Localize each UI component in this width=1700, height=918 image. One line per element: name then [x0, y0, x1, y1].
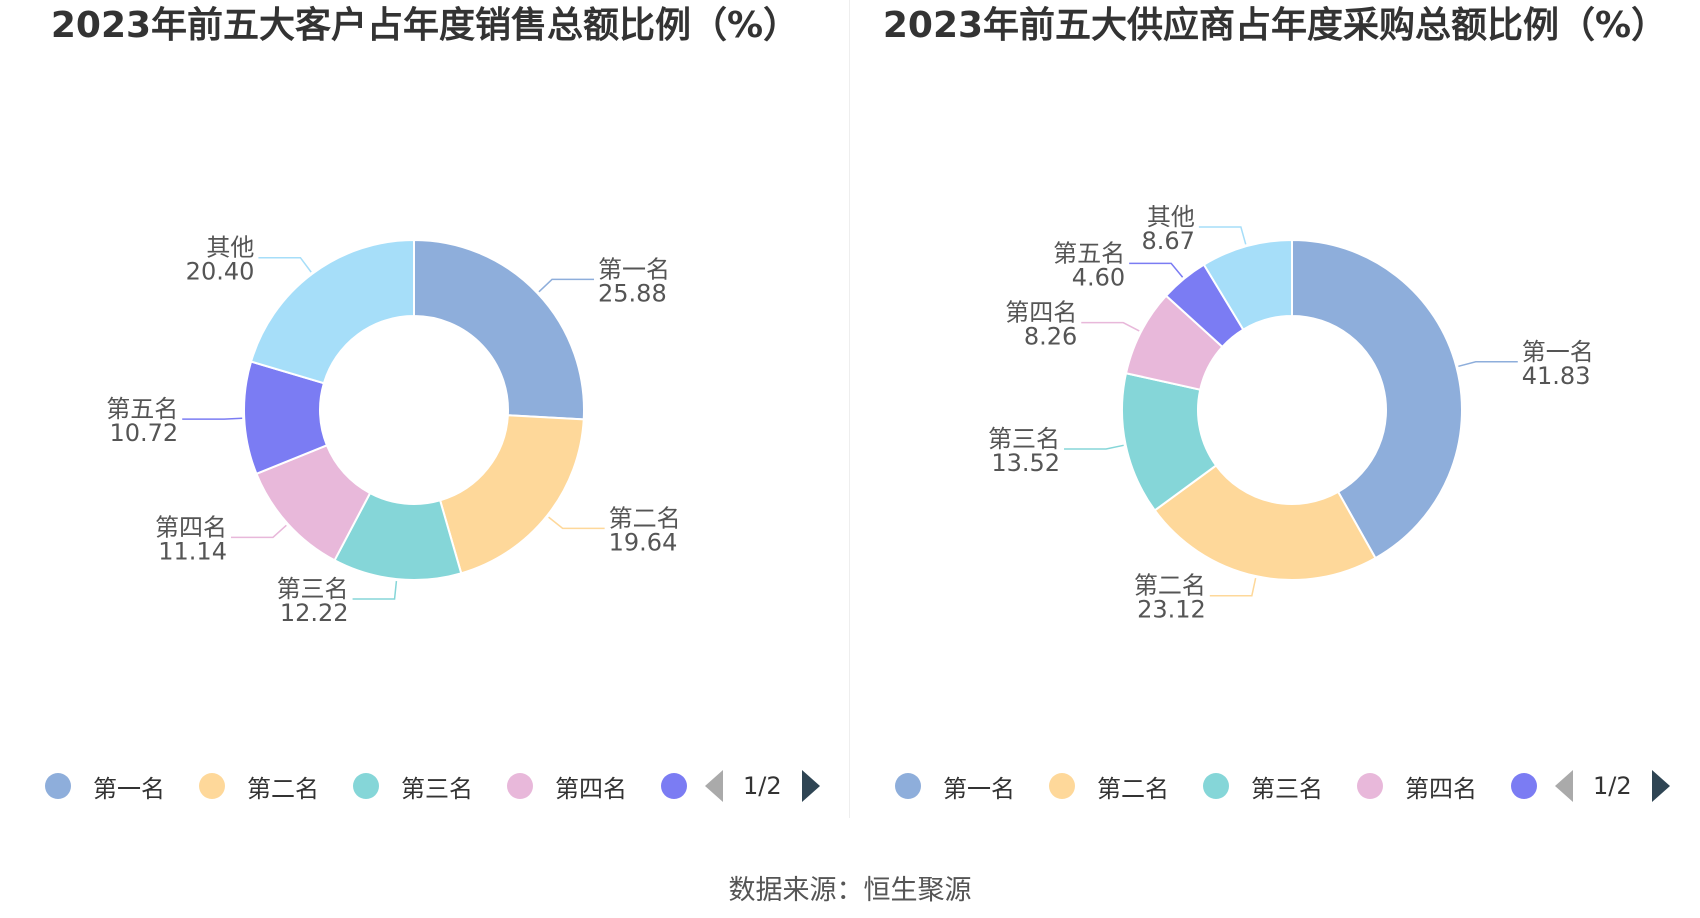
chart-title: 2023年前五大客户占年度销售总额比例（%）: [50, 5, 800, 46]
slice-value-label: 10.72: [109, 419, 178, 447]
legend-marker: [45, 773, 71, 799]
donut-slice[interactable]: [438, 414, 585, 575]
legend-pager: 1/2: [705, 770, 820, 802]
legend-item-2[interactable]: 第二名: [199, 769, 319, 804]
legend-marker: [1049, 773, 1075, 799]
donut-slice[interactable]: [1202, 238, 1293, 331]
label-leader-line: [1458, 361, 1518, 368]
panel-divider: [849, 0, 850, 818]
slice-category-label: 其他: [1147, 203, 1195, 231]
slice-value-label: 11.14: [158, 537, 227, 565]
customers-chart-panel: 2023年前五大客户占年度销售总额比例（%） 第一名 25.88 第二名 19.64 第…: [0, 0, 850, 820]
donut-slice[interactable]: [413, 238, 585, 421]
slice-category-label: 第二名: [1134, 572, 1206, 600]
legend-item-3[interactable]: 第三名: [353, 769, 473, 804]
legend-prev-page-icon[interactable]: [705, 770, 723, 802]
label-leader-line: [258, 256, 312, 273]
legend-label: 第三名: [401, 774, 473, 803]
slice-category-label: 第一名: [598, 255, 670, 283]
slice-value-label: 25.88: [598, 279, 667, 307]
label-leader-line: [538, 278, 595, 293]
legend-prev-page-icon[interactable]: [1555, 770, 1573, 802]
slice-category-label: 第二名: [609, 504, 681, 532]
donut-slice[interactable]: [1153, 464, 1377, 581]
legend-label: 第四名: [1405, 774, 1477, 803]
legend-label: 第一名: [943, 774, 1015, 803]
slice-value-label: 13.52: [991, 449, 1060, 477]
slice-value-label: 12.22: [280, 599, 349, 627]
legend-marker: [1203, 773, 1229, 799]
slice-category-label: 第四名: [1005, 299, 1077, 327]
legend-item-5[interactable]: [661, 773, 687, 799]
slice-category-label: 第四名: [155, 513, 227, 541]
legend-item-4[interactable]: 第四名: [1357, 769, 1477, 804]
legend-label: 第二名: [247, 774, 319, 803]
legend-marker: [895, 773, 921, 799]
legend-item-1[interactable]: 第一名: [895, 769, 1015, 804]
legend-label: 第三名: [1251, 774, 1323, 803]
donut-slice[interactable]: [249, 238, 415, 385]
chart-legend: 第一名 第二名 第三名 第四名 1/2: [895, 766, 1670, 806]
legend-item-5[interactable]: [1511, 773, 1537, 799]
legend-item-4[interactable]: 第四名: [507, 769, 627, 804]
legend-page-indicator: 1/2: [743, 772, 782, 800]
slice-value-label: 8.67: [1141, 227, 1194, 255]
legend-marker: [199, 773, 225, 799]
label-leader-line: [1209, 577, 1257, 597]
legend-page-indicator: 1/2: [1593, 772, 1632, 800]
legend-item-1[interactable]: 第一名: [45, 769, 165, 804]
label-leader-line: [1064, 444, 1124, 450]
legend-next-page-icon[interactable]: [1651, 770, 1670, 802]
slice-category-label: 第三名: [988, 425, 1060, 453]
label-leader-line: [548, 516, 605, 530]
slice-category-label: 第三名: [277, 575, 349, 603]
legend-label: 第二名: [1097, 774, 1169, 803]
label-leader-line: [1129, 262, 1184, 278]
chart-title: 2023年前五大供应商占年度采购总额比例（%）: [882, 5, 1668, 46]
legend-pager: 1/2: [1555, 770, 1670, 802]
data-source-note: 数据来源：恒生聚源: [728, 875, 972, 906]
legend-marker: [1511, 773, 1537, 799]
label-leader-line: [182, 417, 243, 420]
donut-slice[interactable]: [1291, 238, 1463, 560]
slice-category-label: 第一名: [1522, 338, 1594, 366]
slice-category-label: 第五名: [106, 395, 178, 423]
slice-value-label: 19.64: [609, 528, 678, 556]
legend-item-2[interactable]: 第二名: [1049, 769, 1169, 804]
slice-value-label: 8.26: [1024, 323, 1077, 351]
legend-item-3[interactable]: 第三名: [1203, 769, 1323, 804]
legend-marker: [353, 773, 379, 799]
legend-label: 第四名: [555, 774, 627, 803]
slice-value-label: 41.83: [1522, 362, 1591, 390]
label-leader-line: [1198, 226, 1247, 245]
slice-value-label: 23.12: [1137, 596, 1206, 624]
legend-label: 第一名: [93, 774, 165, 803]
label-leader-line: [1081, 321, 1140, 332]
suppliers-chart-panel: 2023年前五大供应商占年度采购总额比例（%） 第一名 41.83 第二名 23.12…: [850, 0, 1700, 820]
slice-value-label: 20.40: [186, 258, 255, 286]
chart-legend: 第一名 第二名 第三名 第四名 1/2: [45, 766, 820, 806]
legend-marker: [1357, 773, 1383, 799]
legend-next-page-icon[interactable]: [801, 770, 820, 802]
label-leader-line: [352, 581, 398, 600]
legend-marker: [661, 773, 687, 799]
legend-marker: [507, 773, 533, 799]
slice-value-label: 4.60: [1072, 263, 1125, 291]
label-leader-line: [230, 524, 287, 539]
slice-category-label: 第五名: [1053, 239, 1125, 267]
slice-category-label: 其他: [206, 234, 254, 262]
